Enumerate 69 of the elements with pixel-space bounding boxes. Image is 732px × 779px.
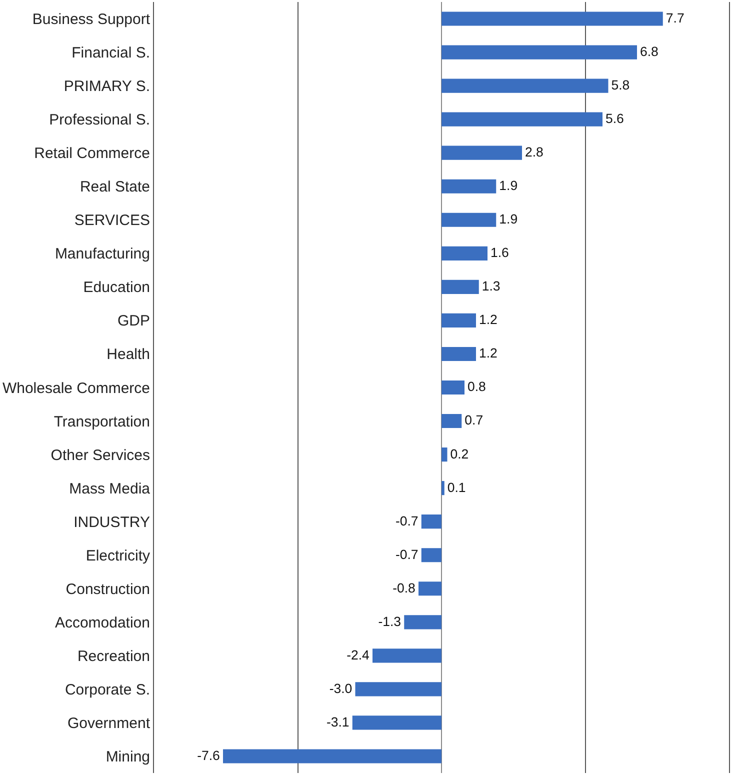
bar bbox=[442, 346, 476, 362]
y-tick-label: Accomodation bbox=[54, 614, 150, 632]
y-tick-label: Professional S. bbox=[49, 112, 150, 129]
y-tick-label: Education bbox=[83, 279, 150, 296]
data-label: 1.2 bbox=[479, 346, 498, 361]
bar bbox=[418, 582, 442, 596]
bar bbox=[421, 514, 442, 529]
y-tick-label: PRIMARY S. bbox=[64, 78, 150, 96]
data-label: 1.9 bbox=[499, 212, 518, 227]
bar bbox=[442, 414, 462, 428]
data-label: -3.1 bbox=[326, 714, 350, 730]
y-tick-label: GDP bbox=[117, 312, 150, 330]
y-tick-label: Mass Media bbox=[69, 480, 151, 498]
y-tick-label: Mining bbox=[106, 748, 150, 766]
data-label: -0.7 bbox=[395, 513, 418, 528]
bar bbox=[442, 246, 488, 260]
bar bbox=[442, 12, 663, 26]
y-tick-label: SERVICES bbox=[74, 212, 150, 230]
data-label: -0.8 bbox=[392, 580, 416, 596]
bar bbox=[442, 280, 479, 294]
y-tick-label: Retail Commerce bbox=[34, 145, 150, 162]
bar bbox=[442, 212, 496, 227]
bar bbox=[442, 448, 448, 462]
bar bbox=[223, 749, 442, 764]
y-tick-label: Transportation bbox=[54, 413, 150, 430]
y-tick-label: Wholesale Commerce bbox=[2, 380, 150, 397]
bar bbox=[442, 78, 608, 93]
bar bbox=[355, 682, 442, 696]
data-label: 1.3 bbox=[482, 278, 500, 294]
y-tick-label: Real State bbox=[80, 178, 150, 196]
y-tick-label: Other Services bbox=[50, 446, 150, 464]
bar bbox=[442, 146, 522, 160]
data-label: 7.7 bbox=[666, 10, 684, 26]
y-tick-label: Construction bbox=[66, 580, 150, 598]
bar bbox=[421, 548, 442, 562]
bar bbox=[442, 179, 496, 194]
y-tick-label: Corporate S. bbox=[64, 681, 150, 698]
data-label: 1.6 bbox=[490, 245, 509, 260]
y-tick-label: Manufacturing bbox=[54, 246, 150, 263]
bar bbox=[404, 615, 442, 630]
data-label: 6.8 bbox=[640, 44, 658, 60]
data-label: 5.6 bbox=[606, 111, 624, 126]
bar bbox=[442, 481, 444, 496]
data-label: -3.0 bbox=[329, 680, 352, 696]
data-label: 5.8 bbox=[611, 78, 630, 93]
data-label: 1.2 bbox=[479, 312, 498, 328]
data-label: 1.9 bbox=[499, 178, 518, 194]
bar bbox=[442, 313, 476, 328]
bar bbox=[352, 716, 442, 730]
y-tick-label: Electricity bbox=[86, 547, 150, 564]
bar bbox=[442, 380, 464, 395]
y-tick-label: Government bbox=[67, 714, 151, 732]
data-label: 0.1 bbox=[447, 480, 466, 495]
data-label: 0.7 bbox=[464, 412, 484, 428]
data-label: -2.4 bbox=[346, 647, 370, 662]
bar bbox=[442, 45, 637, 60]
y-tick-label: INDUSTRY bbox=[74, 514, 150, 531]
y-tick-label: Financial S. bbox=[72, 44, 150, 62]
data-label: 2.8 bbox=[525, 144, 544, 160]
y-tick-label: Health bbox=[106, 346, 150, 364]
data-label: -0.7 bbox=[395, 546, 418, 562]
data-label: 0.2 bbox=[450, 446, 469, 462]
y-tick-label: Business Support bbox=[32, 11, 151, 28]
data-label: -7.6 bbox=[197, 748, 220, 763]
bar bbox=[442, 112, 602, 126]
y-tick-label: Recreation bbox=[77, 648, 150, 665]
bar bbox=[372, 648, 442, 663]
data-label: -1.3 bbox=[378, 614, 402, 629]
data-label: 0.8 bbox=[468, 379, 486, 394]
